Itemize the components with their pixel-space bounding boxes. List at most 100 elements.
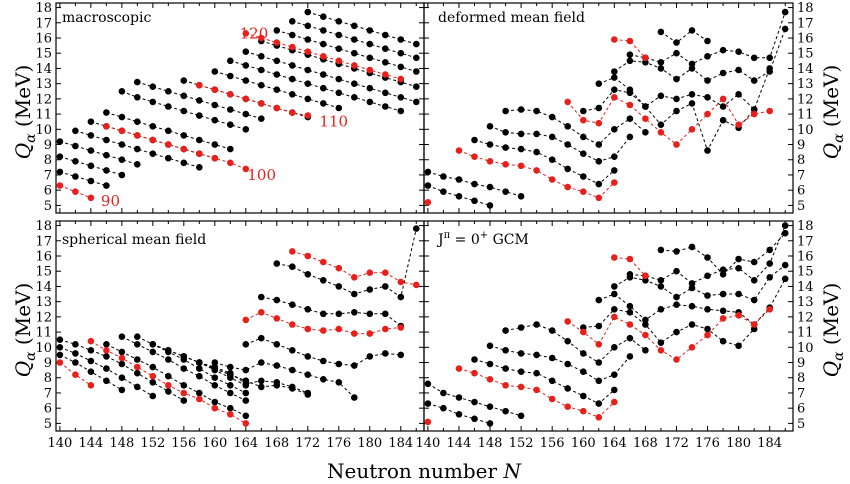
series [424,400,494,427]
data-point [149,123,157,130]
data-point [289,347,296,354]
data-point [486,360,494,368]
y-tick-label: 5 [797,199,805,214]
data-point [750,321,758,328]
data-point [118,348,126,356]
data-point [673,39,680,46]
data-point [289,383,296,391]
data-point [134,78,141,86]
data-point [486,202,494,209]
data-point [103,365,110,372]
series-line [474,139,615,185]
data-point [657,59,665,66]
data-point [781,261,789,269]
data-point [304,271,312,278]
x-tick-label: 144 [78,436,103,451]
y-tick-label: 15 [35,265,52,280]
data-point [657,92,665,100]
data-point [382,269,389,277]
data-point [548,395,556,403]
data-point [165,372,172,380]
y-tick-label: 7 [44,386,52,401]
series [502,321,649,366]
series [211,359,358,401]
data-point [196,359,203,366]
data-point [304,353,312,360]
data-point [211,68,219,75]
data-point [227,389,234,397]
series [56,344,157,400]
data-point [149,136,157,144]
data-point [258,334,265,342]
data-point [440,188,447,195]
data-point [766,274,773,281]
data-point [289,321,296,328]
y-tick-label: 7 [797,168,805,183]
data-point [673,328,680,336]
data-point [227,57,234,65]
data-point [165,127,172,135]
data-point [626,255,634,263]
data-point [227,363,234,371]
data-point [502,347,509,354]
data-point [351,94,358,101]
data-point [413,54,420,62]
data-point [626,302,634,310]
data-point [103,353,110,360]
y-tick-label: 15 [35,47,52,62]
data-point [382,31,389,39]
data-point [502,188,509,195]
series [242,334,405,369]
data-point [704,325,711,333]
data-point [781,229,789,237]
data-point [320,27,327,34]
y-axis-title-left-bottom: Qα (MeV) [11,283,39,378]
data-point [564,403,571,411]
data-point [766,107,773,115]
data-point [704,94,711,101]
data-point [750,277,758,284]
series-line [106,343,247,417]
data-point [642,54,649,62]
data-point [533,107,540,115]
data-point [382,45,389,52]
y-tick-label: 18 [35,1,52,16]
data-point [397,63,405,71]
data-point [595,194,603,202]
data-point [750,77,758,84]
data-point [564,337,571,345]
data-point [118,113,126,121]
data-point [413,281,420,289]
data-point [87,368,95,376]
data-point [719,290,727,298]
y-tick-label: 7 [44,168,52,183]
data-point [289,366,296,374]
data-point [580,324,587,331]
data-point [273,39,281,46]
data-point [289,75,296,83]
data-point [719,95,727,103]
x-tick-label: 152 [140,436,165,451]
data-point [289,43,296,51]
data-point [611,254,618,261]
data-point [180,107,188,115]
data-point [320,40,327,48]
data-point [180,92,188,100]
data-point [304,325,312,333]
data-point [397,94,405,101]
data-point [320,327,327,334]
y-tick-label: 13 [35,77,52,92]
series-line [121,336,247,402]
x-tick-label: 172 [295,436,320,451]
data-point [580,133,587,141]
data-point [642,103,649,110]
data-point [657,347,665,354]
data-point [56,168,64,176]
data-point [502,144,509,151]
data-point [688,126,696,133]
data-point [56,336,64,344]
data-point [580,392,587,400]
data-point [180,132,188,139]
data-point [304,48,312,55]
